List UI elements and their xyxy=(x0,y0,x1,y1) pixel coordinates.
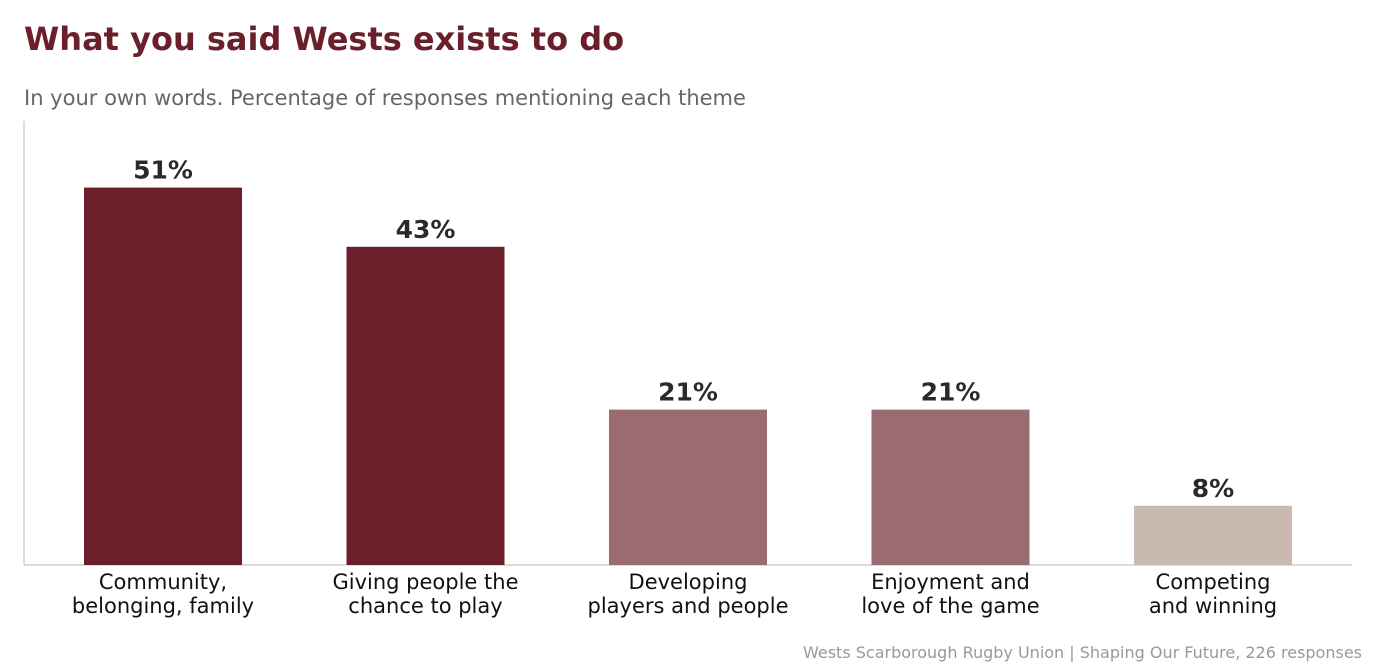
data-label-4: 21% xyxy=(921,378,981,407)
data-label-2: 43% xyxy=(396,215,456,244)
chart-subtitle: In your own words. Percentage of respons… xyxy=(24,86,746,110)
bar-chart: 51% Community, belonging, family 43% Giving … xyxy=(23,121,1352,618)
x-tick-label-line: Competing xyxy=(1156,570,1271,594)
footer-source: Wests Scarborough Rugby Union | Shaping … xyxy=(802,643,1362,662)
x-tick-label-5: Competing and winning xyxy=(1149,570,1277,618)
x-tick-label-line: Giving people the xyxy=(332,570,518,594)
x-tick-label-1: Community, belonging, family xyxy=(72,570,254,618)
x-tick-label-line: Developing xyxy=(629,570,748,594)
x-tick-label-line: and winning xyxy=(1149,594,1277,618)
data-label-5: 8% xyxy=(1192,474,1234,503)
chart-title: What you said Wests exists to do xyxy=(24,20,625,58)
x-tick-label-line: Enjoyment and xyxy=(871,570,1030,594)
x-tick-label-line: players and people xyxy=(588,594,789,618)
x-tick-label-2: Giving people the chance to play xyxy=(332,570,518,618)
x-tick-label-line: chance to play xyxy=(348,594,502,618)
bars-group: 51% Community, belonging, family 43% Giving … xyxy=(72,156,1292,618)
data-label-1: 51% xyxy=(133,156,193,185)
x-tick-label-3: Developing players and people xyxy=(588,570,789,618)
x-tick-label-4: Enjoyment and love of the game xyxy=(861,570,1039,618)
x-tick-label-line: love of the game xyxy=(861,594,1039,618)
x-tick-label-line: Community, xyxy=(99,570,227,594)
bar-1 xyxy=(84,187,242,565)
x-tick-label-line: belonging, family xyxy=(72,594,254,618)
bar-4 xyxy=(871,409,1030,565)
bar-5 xyxy=(1134,505,1292,565)
data-label-3: 21% xyxy=(658,378,718,407)
bar-2 xyxy=(346,246,505,566)
bar-3 xyxy=(609,409,767,565)
